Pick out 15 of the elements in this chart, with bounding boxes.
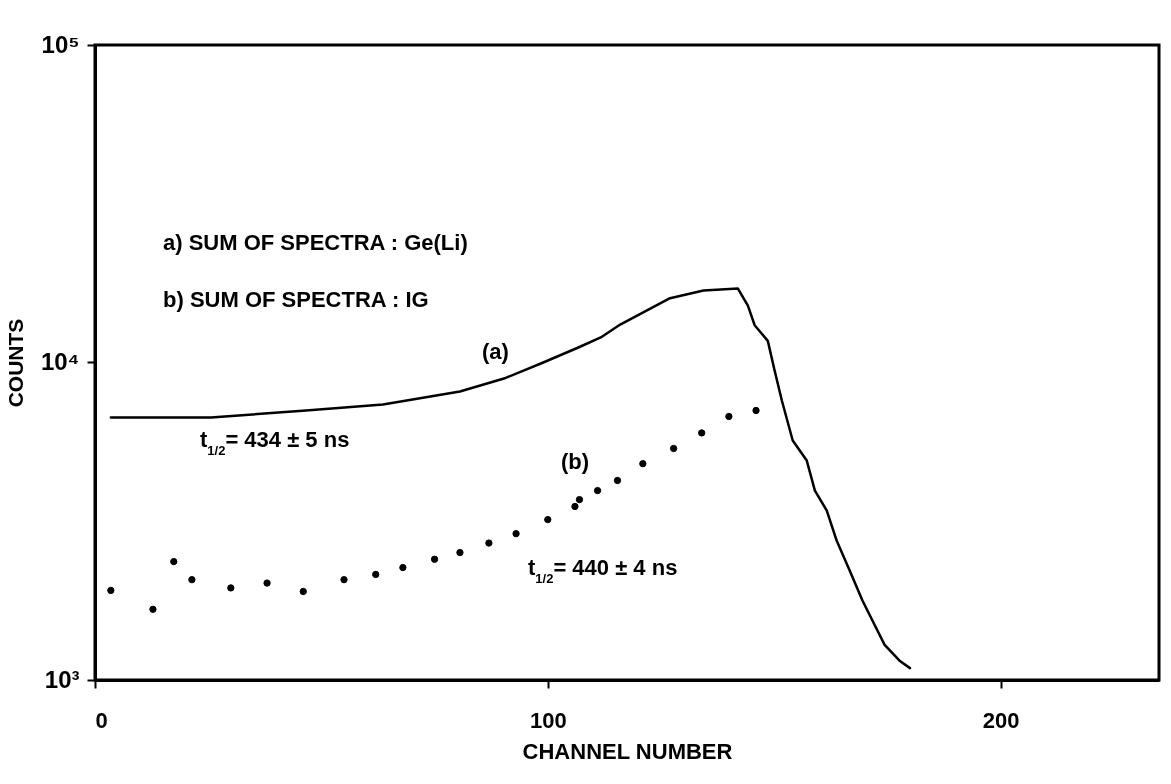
annotation: (a): [482, 339, 509, 364]
x-tick-label: 0: [95, 707, 108, 733]
x-tick-label: 100: [529, 707, 567, 733]
annotation: t$_{1/2}$= 440 ± 4 ns: [528, 555, 678, 586]
annotation: b) SUM OF SPECTRA : IG: [163, 287, 429, 312]
annotation: (b): [561, 449, 590, 474]
x-tick-label: 200: [982, 707, 1020, 733]
annotation: t$_{1/2}$= 434 ± 5 ns: [200, 427, 350, 458]
line-series: [109, 287, 912, 670]
y-tick-label: 10⁵: [41, 30, 80, 58]
x-axis-title: CHANNEL NUMBER: [522, 738, 733, 764]
y-tick-label: 10³: [44, 665, 80, 693]
y-tick-label: 10⁴: [40, 348, 80, 375]
annotation: a) SUM OF SPECTRA : Ge(Li): [163, 230, 468, 255]
y-axis-title: COUNTS: [3, 318, 27, 408]
